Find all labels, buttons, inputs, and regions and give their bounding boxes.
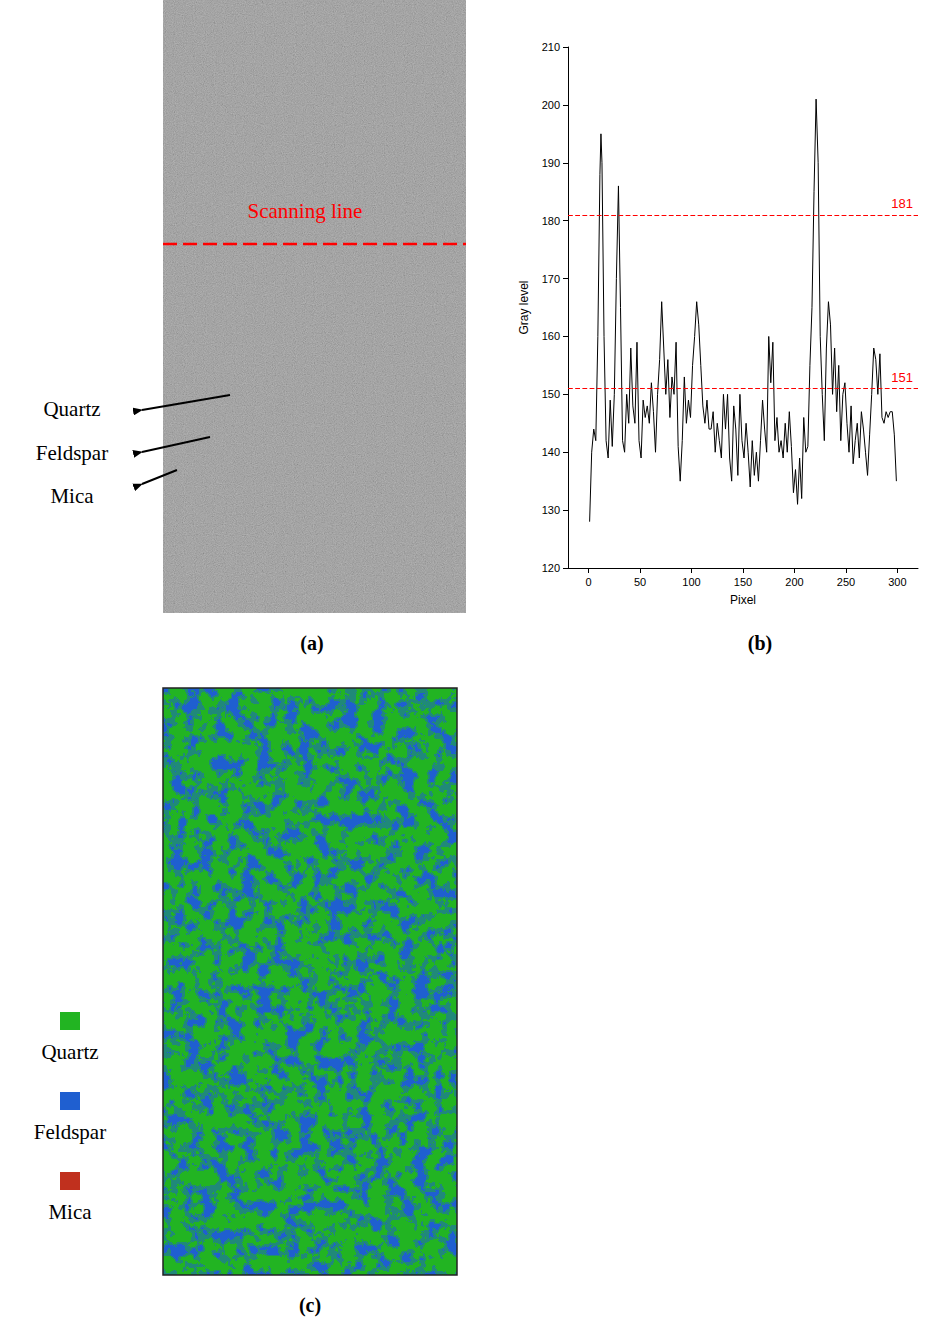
svg-text:250: 250 bbox=[837, 576, 855, 588]
svg-text:181: 181 bbox=[891, 196, 913, 211]
svg-text:Mica: Mica bbox=[50, 484, 94, 508]
svg-text:190: 190 bbox=[542, 157, 560, 169]
svg-text:(a): (a) bbox=[300, 632, 323, 655]
svg-text:160: 160 bbox=[542, 330, 560, 342]
svg-text:150: 150 bbox=[734, 576, 752, 588]
svg-text:210: 210 bbox=[542, 41, 560, 53]
svg-text:170: 170 bbox=[542, 273, 560, 285]
svg-text:0: 0 bbox=[586, 576, 592, 588]
svg-text:Mica: Mica bbox=[48, 1200, 92, 1224]
svg-text:200: 200 bbox=[785, 576, 803, 588]
svg-text:151: 151 bbox=[891, 370, 913, 385]
svg-text:Pixel: Pixel bbox=[730, 593, 756, 607]
svg-text:(c): (c) bbox=[299, 1294, 321, 1317]
svg-text:(b): (b) bbox=[748, 632, 772, 655]
svg-text:Gray level: Gray level bbox=[517, 280, 531, 334]
svg-text:Feldspar: Feldspar bbox=[36, 441, 108, 465]
svg-text:Quartz: Quartz bbox=[41, 1040, 98, 1064]
svg-text:Scanning line: Scanning line bbox=[248, 199, 363, 223]
svg-text:140: 140 bbox=[542, 446, 560, 458]
svg-text:50: 50 bbox=[634, 576, 646, 588]
svg-text:180: 180 bbox=[542, 215, 560, 227]
svg-text:Quartz: Quartz bbox=[43, 397, 100, 421]
svg-text:120: 120 bbox=[542, 562, 560, 574]
svg-text:Feldspar: Feldspar bbox=[34, 1120, 106, 1144]
svg-text:130: 130 bbox=[542, 504, 560, 516]
svg-text:100: 100 bbox=[682, 576, 700, 588]
svg-text:300: 300 bbox=[888, 576, 906, 588]
svg-text:150: 150 bbox=[542, 388, 560, 400]
svg-text:200: 200 bbox=[542, 99, 560, 111]
